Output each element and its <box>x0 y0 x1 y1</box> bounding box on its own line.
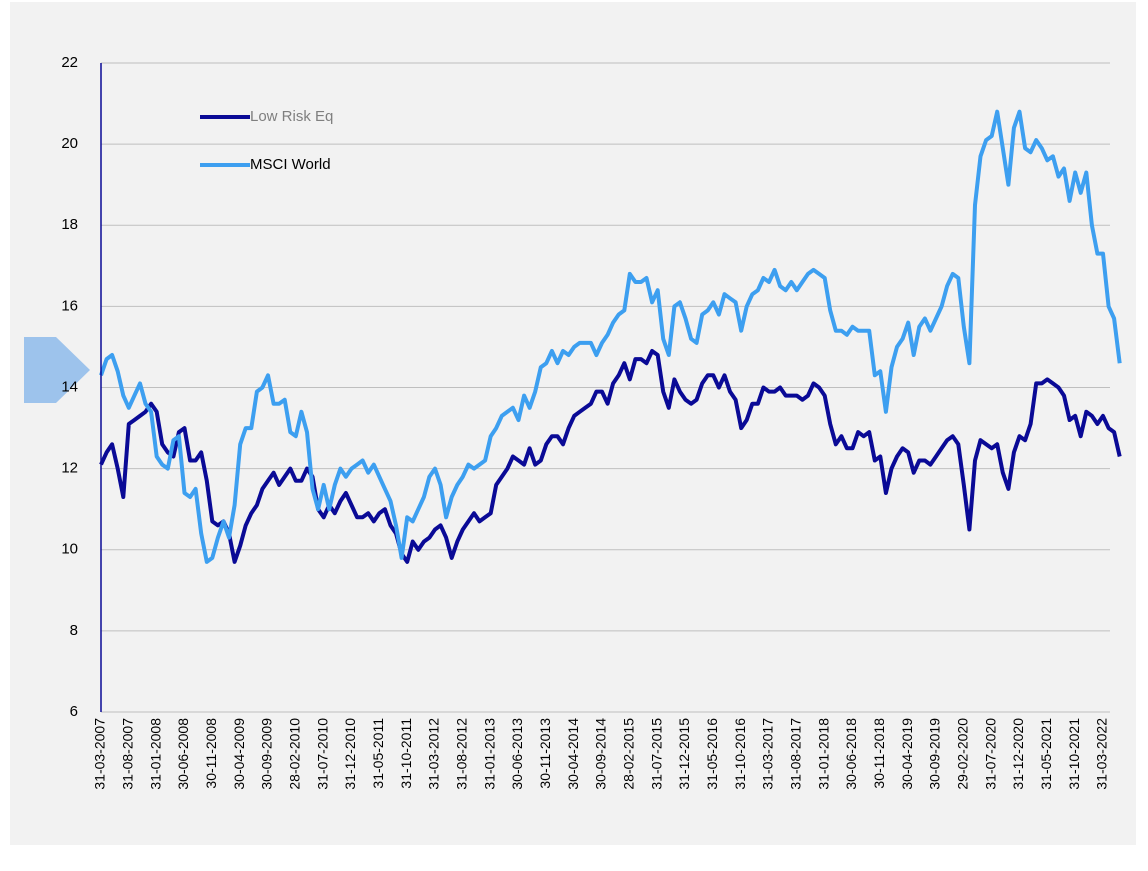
y-tick-label: 10 <box>61 541 78 558</box>
y-tick-label: 22 <box>61 54 78 71</box>
x-tick-label: 31-03-2022 <box>1094 718 1110 790</box>
y-tick-label: 14 <box>61 378 78 395</box>
y-tick-label: 8 <box>70 622 78 639</box>
x-tick-label: 30-04-2009 <box>231 718 247 790</box>
x-tick-label: 30-11-2018 <box>871 718 887 789</box>
x-tick-label: 31-07-2010 <box>314 718 330 790</box>
x-tick-label: 31-08-2012 <box>454 718 470 790</box>
x-tick-label: 29-02-2020 <box>955 718 971 790</box>
y-tick-label: 12 <box>61 460 78 477</box>
x-tick-label: 31-10-2021 <box>1066 718 1082 790</box>
x-tick-label: 30-04-2014 <box>565 718 581 790</box>
x-tick-label: 31-03-2007 <box>92 718 108 790</box>
x-tick-label: 30-09-2019 <box>927 718 943 790</box>
x-tick-label: 30-06-2018 <box>843 718 859 790</box>
x-tick-label: 30-06-2008 <box>175 718 191 790</box>
x-tick-label: 31-01-2018 <box>815 718 831 790</box>
x-tick-label: 28-02-2010 <box>287 718 303 790</box>
chart-background <box>10 2 1136 845</box>
y-tick-label: 18 <box>61 216 78 233</box>
x-tick-label: 30-11-2013 <box>537 718 553 789</box>
x-tick-label: 31-10-2011 <box>398 718 414 789</box>
legend-label: Low Risk Eq <box>250 108 333 125</box>
x-tick-label: 31-03-2012 <box>426 718 442 790</box>
x-tick-label: 31-07-2015 <box>648 718 664 790</box>
x-tick-label: 31-08-2007 <box>120 718 136 790</box>
y-tick-label: 6 <box>70 703 78 720</box>
x-tick-label: 31-08-2017 <box>788 718 804 790</box>
series-line <box>99 109 1122 564</box>
x-tick-label: 31-03-2017 <box>760 718 776 790</box>
plot <box>99 109 1122 564</box>
legend-label: MSCI World <box>250 156 331 173</box>
x-tick-label: 31-12-2010 <box>342 718 358 790</box>
series-line <box>99 349 1122 564</box>
x-tick-label: 31-01-2013 <box>481 718 497 790</box>
arrow-decoration <box>24 337 90 403</box>
x-tick-label: 31-10-2016 <box>732 718 748 790</box>
y-tick-label: 20 <box>61 135 78 152</box>
x-tick-label: 31-12-2020 <box>1010 718 1026 790</box>
x-tick-label: 31-07-2020 <box>982 718 998 790</box>
x-tick-label: 30-09-2014 <box>593 718 609 790</box>
x-tick-label: 30-06-2013 <box>509 718 525 790</box>
x-tick-label: 28-02-2015 <box>621 718 637 790</box>
y-tick-label: 16 <box>61 297 78 314</box>
x-tick-label: 30-09-2009 <box>259 718 275 790</box>
x-tick-label: 31-05-2016 <box>704 718 720 790</box>
x-tick-label: 31-05-2021 <box>1038 718 1054 790</box>
x-tick-label: 30-11-2008 <box>203 718 219 789</box>
x-tick-label: 31-01-2008 <box>147 718 163 790</box>
x-tick-label: 30-04-2019 <box>899 718 915 790</box>
x-tick-label: 31-12-2015 <box>676 718 692 790</box>
x-tick-label: 31-05-2011 <box>370 718 386 789</box>
